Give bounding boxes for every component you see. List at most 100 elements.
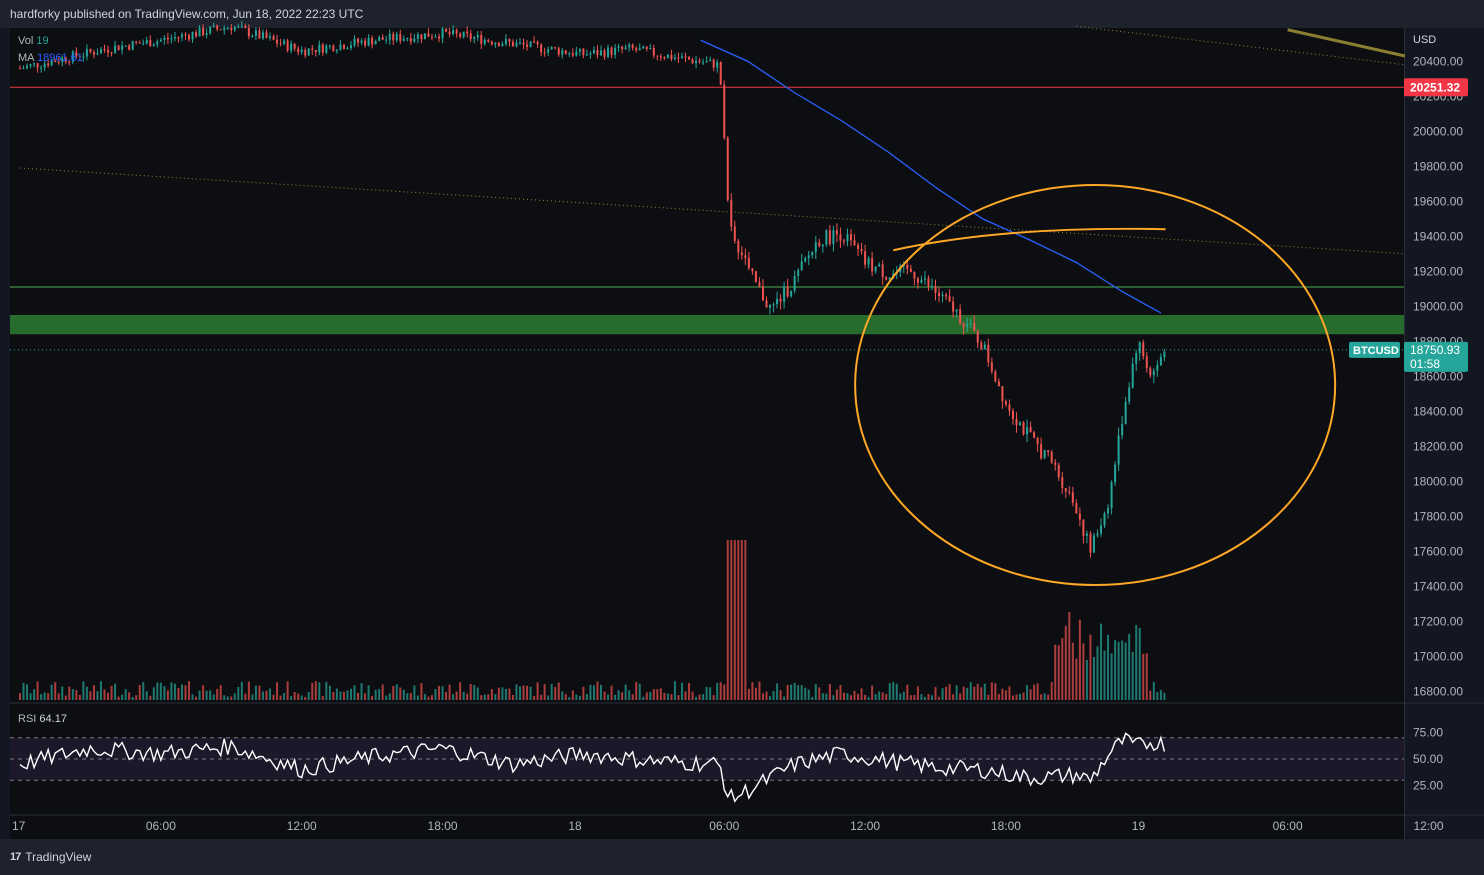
volume-bar — [290, 696, 293, 700]
volume-bar — [85, 686, 88, 700]
candle-body — [342, 44, 345, 49]
volume-bar — [1103, 650, 1106, 700]
volume-bar — [652, 689, 655, 700]
candle-body — [240, 25, 243, 27]
x-tick-label: 06:00 — [1273, 819, 1303, 833]
candle-body — [226, 27, 229, 29]
vol-label: Vol — [18, 35, 34, 47]
candle-body — [980, 342, 983, 350]
volume-bar — [1082, 643, 1085, 700]
candle-body — [740, 252, 743, 256]
volume-bar — [554, 687, 557, 700]
candle-body — [779, 298, 782, 302]
candle-body — [145, 40, 148, 44]
candle-body — [180, 34, 183, 38]
candle-body — [818, 242, 821, 247]
candle-body — [156, 41, 159, 45]
candle-body — [244, 25, 247, 28]
volume-bar — [684, 691, 687, 700]
volume-bar — [219, 685, 222, 700]
candle-body — [930, 285, 933, 287]
candle-body — [138, 42, 141, 44]
volume-bar — [279, 695, 282, 700]
publish-text: hardforky published on TradingView.com, … — [10, 7, 364, 21]
volume-bar — [920, 694, 923, 700]
volume-bar — [564, 694, 567, 700]
candle-body — [261, 32, 264, 39]
candle-body — [92, 51, 95, 55]
candle-body — [314, 49, 317, 53]
x-tick-label: 19 — [1132, 819, 1146, 833]
volume-bar — [124, 689, 127, 700]
volume-bar — [1043, 693, 1046, 700]
candle-body — [959, 309, 962, 324]
candle-body — [592, 49, 595, 54]
candle-body — [212, 25, 215, 27]
volume-bar — [1061, 638, 1064, 700]
volume-bar — [1068, 612, 1071, 700]
candle-body — [519, 42, 522, 44]
volume-bar — [159, 682, 162, 700]
candle-body — [948, 296, 951, 302]
candle-body — [1092, 535, 1095, 553]
rsi-tick-label: 75.00 — [1413, 726, 1443, 740]
volume-bar — [233, 693, 236, 700]
volume-bar — [761, 693, 764, 700]
volume-bar — [526, 685, 529, 700]
candle-body — [526, 44, 529, 47]
candle-body — [279, 43, 282, 45]
price-scale[interactable] — [1404, 28, 1484, 839]
candle-body — [173, 36, 176, 39]
candle-body — [786, 286, 789, 297]
volume-bar — [448, 684, 451, 700]
volume-bar — [730, 540, 733, 700]
candle-body — [1152, 370, 1155, 376]
candle-body — [276, 39, 279, 44]
candle-body — [1085, 533, 1088, 536]
volume-bar — [276, 682, 279, 700]
candle-body — [857, 244, 860, 249]
volume-bar — [487, 694, 490, 700]
volume-bar — [1057, 645, 1060, 700]
candle-body — [832, 230, 835, 245]
chart-area[interactable] — [10, 28, 1404, 839]
candle-body — [1110, 482, 1113, 509]
volume-bar — [1096, 646, 1099, 700]
volume-bar — [540, 694, 543, 700]
candle-body — [371, 37, 374, 45]
candle-body — [177, 36, 180, 38]
volume-bar — [888, 683, 891, 700]
y-tick-label: 18600.00 — [1413, 369, 1463, 383]
volume-bar — [71, 689, 74, 700]
candle-body — [1103, 513, 1106, 526]
volume-bar — [272, 694, 275, 700]
tradingview-logo-icon: 17 — [10, 851, 21, 863]
candle-body — [1022, 422, 1025, 435]
volume-bar — [881, 692, 884, 700]
volume-bar — [592, 685, 595, 700]
volume-bar — [75, 689, 78, 700]
candle-body — [673, 57, 676, 60]
volume-bar — [170, 682, 173, 700]
candle-body — [117, 45, 120, 51]
volume-bar — [758, 681, 761, 700]
volume-bar — [128, 692, 131, 700]
candle-body — [68, 61, 71, 63]
volume-bar — [769, 696, 772, 700]
volume-bar — [945, 686, 948, 700]
candle-body — [466, 31, 469, 34]
candle-body — [57, 61, 60, 63]
footer-bar: 17 TradingView — [0, 839, 1484, 875]
candle-body — [1040, 444, 1043, 459]
candle-body — [1033, 432, 1036, 438]
volume-bar — [1064, 625, 1067, 700]
candle-body — [452, 29, 455, 35]
candle-body — [1004, 401, 1007, 405]
volume-bar — [300, 695, 303, 700]
volume-bar — [342, 691, 345, 700]
candle-body — [614, 47, 617, 55]
volume-bar — [441, 686, 444, 700]
x-tick-label: 12:00 — [1413, 819, 1443, 833]
tradingview-brand[interactable]: 17 TradingView — [10, 850, 91, 864]
